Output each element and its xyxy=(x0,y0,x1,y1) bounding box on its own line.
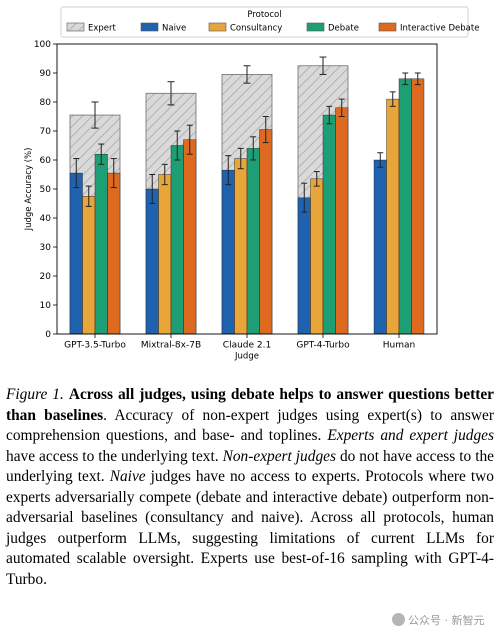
naive-bar xyxy=(145,188,159,335)
caption-text-2: have access to the underlying text. xyxy=(6,447,223,465)
interactive-debate-error-bar xyxy=(186,124,193,155)
figure-caption: Figure 1. Across all judges, using debat… xyxy=(6,385,494,590)
interactive-debate-bar xyxy=(183,139,197,335)
x-axis-label: Judge xyxy=(234,352,259,362)
y-tick-label: 20 xyxy=(40,272,52,282)
interactive-debate-bar xyxy=(107,172,121,335)
debate-error-bar xyxy=(402,72,409,86)
legend-box xyxy=(60,6,469,38)
y-tick-label: 60 xyxy=(40,156,52,166)
legend-label: Naive xyxy=(162,24,186,34)
y-tick-label: 0 xyxy=(45,330,51,340)
legend-label: Interactive Debate xyxy=(400,24,479,34)
caption-text-4: judges have no access to experts. Protoc… xyxy=(6,468,494,588)
consultancy-error-bar xyxy=(389,91,396,107)
consultancy-error-bar xyxy=(313,171,320,187)
legend-swatch xyxy=(306,22,325,32)
legend-swatch xyxy=(66,22,85,32)
legend-swatch xyxy=(140,22,159,32)
consultancy-error-bar xyxy=(85,185,92,207)
accuracy-bar-chart: 0 10 20 30 40 50 60 70 80 90 100 Judge Accuracy (%)… xyxy=(24,6,479,362)
interactive-debate-bar xyxy=(259,129,273,335)
x-tick-label: Claude 2.1 xyxy=(223,341,271,351)
y-tick-label: 100 xyxy=(34,40,51,50)
naive-error-bar xyxy=(377,152,384,168)
watermark: 公众号 · 新智元 xyxy=(392,612,485,628)
interactive-debate-error-bar xyxy=(414,72,421,86)
y-axis-label: Judge Accuracy (%) xyxy=(24,148,34,232)
interactive-debate-bar xyxy=(411,78,425,335)
y-tick-label: 30 xyxy=(40,243,52,253)
y-tick-label: 80 xyxy=(40,98,52,108)
wechat-logo-icon xyxy=(392,613,405,626)
debate-error-bar xyxy=(250,136,257,161)
legend-label: Debate xyxy=(328,24,359,34)
expert-error-bar xyxy=(91,101,99,129)
consultancy-bar xyxy=(158,174,172,335)
y-tick-label: 50 xyxy=(40,185,52,195)
legend-title: Protocol xyxy=(247,10,281,20)
interactive-debate-error-bar xyxy=(110,158,117,189)
interactive-debate-error-bar xyxy=(262,116,269,144)
consultancy-error-bar xyxy=(237,147,244,170)
x-tick-label: GPT-4-Turbo xyxy=(296,341,350,351)
consultancy-bar xyxy=(386,98,400,335)
caption-experts-term: Experts and expert judges xyxy=(327,427,494,444)
debate-error-bar xyxy=(326,105,333,125)
naive-error-bar xyxy=(225,155,232,186)
debate-bar xyxy=(322,114,336,335)
debate-error-bar xyxy=(174,130,181,161)
naive-bar xyxy=(297,197,311,335)
naive-bar xyxy=(69,172,83,335)
consultancy-bar xyxy=(82,196,96,335)
y-tick-label: 10 xyxy=(40,301,52,311)
debate-bar xyxy=(398,78,412,335)
caption-figure-label: Figure 1. xyxy=(6,386,64,403)
expert-error-bar xyxy=(243,65,251,84)
naive-error-bar xyxy=(73,158,80,189)
debate-error-bar xyxy=(98,143,105,165)
x-tick-label: Mixtral-8x-7B xyxy=(141,341,201,351)
caption-nonexpert-term: Non-expert judges xyxy=(222,447,336,465)
caption-naive-term: Naive xyxy=(109,468,146,485)
expert-error-bar xyxy=(167,81,175,106)
consultancy-bar xyxy=(310,178,324,335)
x-tick-label: Human xyxy=(383,341,415,351)
y-tick-label: 70 xyxy=(40,127,52,137)
caption-text-1: . Accuracy of non-expert judges using ex… xyxy=(6,406,494,445)
legend-label: Consultancy xyxy=(230,24,282,34)
interactive-debate-error-bar xyxy=(338,98,345,117)
interactive-debate-bar xyxy=(335,107,349,335)
y-tick-label: 90 xyxy=(40,69,52,79)
legend-swatch xyxy=(208,22,227,32)
legend-label: Expert xyxy=(88,24,117,34)
naive-error-bar xyxy=(149,174,156,204)
naive-error-bar xyxy=(301,182,308,213)
consultancy-bar xyxy=(234,158,248,335)
caption-title: Across all judges, using debate helps to… xyxy=(6,386,494,424)
debate-bar xyxy=(94,153,108,335)
expert-error-bar xyxy=(319,56,327,75)
plot-frame xyxy=(56,43,438,335)
debate-bar xyxy=(246,148,260,335)
legend-swatch xyxy=(378,22,397,32)
naive-bar xyxy=(221,169,235,335)
consultancy-error-bar xyxy=(161,163,168,186)
watermark-text: 公众号 · 新智元 xyxy=(408,614,485,627)
naive-bar xyxy=(373,159,387,335)
debate-bar xyxy=(170,145,184,335)
x-tick-label: GPT-3.5-Turbo xyxy=(64,341,126,351)
y-tick-label: 40 xyxy=(40,214,52,224)
caption-text-3: do not have access to the underlying tex… xyxy=(6,447,494,486)
